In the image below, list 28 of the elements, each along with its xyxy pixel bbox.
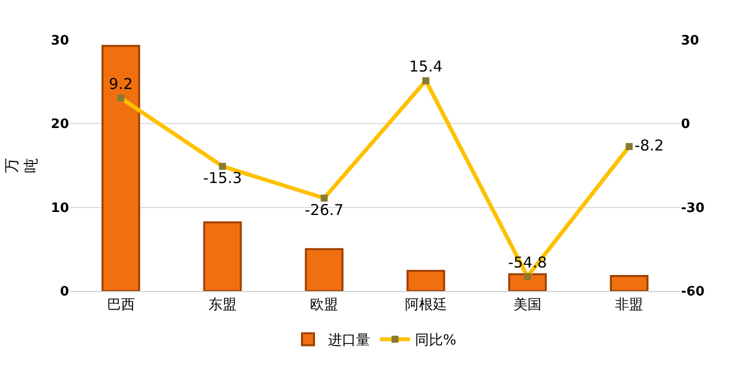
x-tick-label: 美国 bbox=[514, 296, 542, 313]
data-label: -26.7 bbox=[304, 200, 344, 219]
y-tick-label: 20 bbox=[50, 117, 69, 132]
x-tick-label: 阿根廷 bbox=[404, 296, 447, 313]
y2-tick-label: -30 bbox=[681, 200, 704, 216]
bar bbox=[610, 274, 648, 291]
x-tick-label: 巴西 bbox=[106, 296, 135, 313]
x-tick-label: 非盟 bbox=[615, 296, 644, 313]
y-tick-label: 30 bbox=[50, 34, 69, 49]
bar bbox=[508, 273, 547, 291]
data-label: 15.4 bbox=[409, 58, 443, 76]
y-tick-label: 0 bbox=[60, 284, 69, 300]
y-tick-label: 10 bbox=[50, 200, 69, 216]
data-label: -8.2 bbox=[634, 136, 664, 154]
y2-tick-label: -60 bbox=[681, 284, 704, 300]
y2-tick-label: 0 bbox=[681, 117, 690, 132]
bar bbox=[304, 248, 344, 291]
bar bbox=[406, 270, 446, 291]
data-label: -15.3 bbox=[203, 168, 242, 187]
y-axis-title: 万吨 bbox=[2, 158, 40, 173]
legend-label: 进口量 bbox=[328, 332, 370, 349]
bar bbox=[102, 44, 140, 291]
y2-tick-label: 30 bbox=[681, 34, 700, 49]
x-tick-label: 欧盟 bbox=[310, 296, 338, 313]
x-tick-label: 东盟 bbox=[208, 296, 236, 313]
legend-label: 同比% bbox=[415, 332, 456, 349]
data-label: 9.2 bbox=[108, 74, 133, 93]
bar bbox=[203, 221, 242, 291]
